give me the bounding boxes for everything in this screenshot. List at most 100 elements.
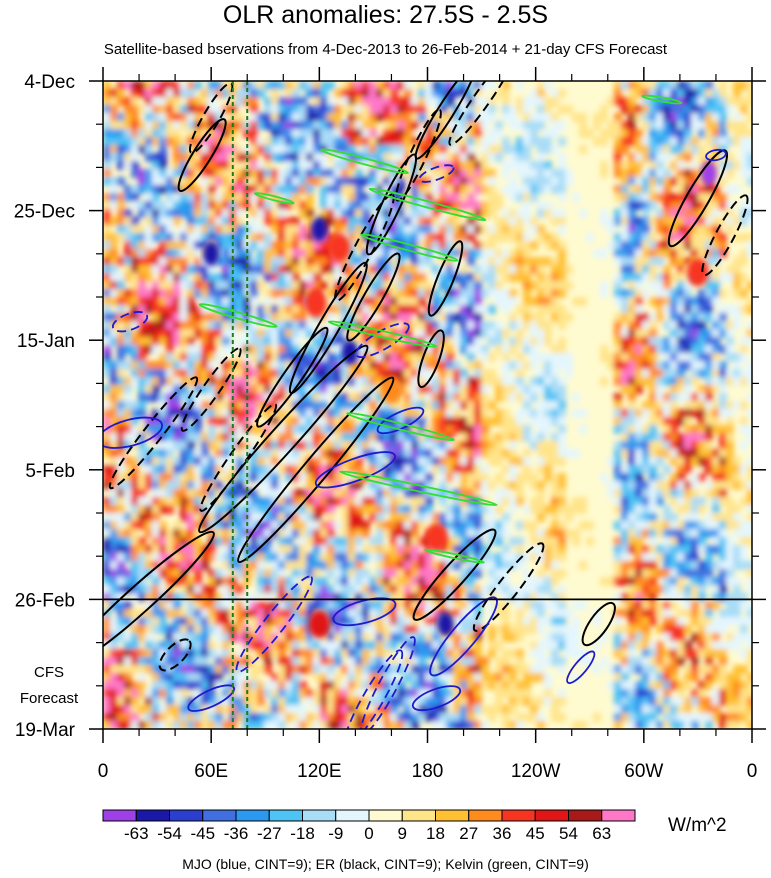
anomaly-cell <box>131 201 139 210</box>
anomaly-cell <box>103 241 111 250</box>
anomaly-cell <box>453 377 461 386</box>
anomaly-cell <box>138 489 146 498</box>
anomaly-cell <box>677 225 685 234</box>
anomaly-cell <box>460 289 468 298</box>
anomaly-cell <box>579 145 587 154</box>
anomaly-cell <box>712 497 720 506</box>
anomaly-cell <box>747 481 752 490</box>
anomaly-cell <box>432 489 440 498</box>
anomaly-cell <box>698 569 706 578</box>
anomaly-cell <box>341 121 349 130</box>
anomaly-cell <box>327 257 335 266</box>
anomaly-cell <box>712 481 720 490</box>
anomaly-cell <box>208 81 216 90</box>
anomaly-cell <box>390 529 398 538</box>
anomaly-cell <box>299 593 307 602</box>
anomaly-cell <box>404 337 412 346</box>
anomaly-cell <box>348 241 356 250</box>
anomaly-cell <box>509 457 517 466</box>
anomaly-cell <box>474 441 482 450</box>
anomaly-cell <box>173 393 181 402</box>
anomaly-cell <box>355 121 363 130</box>
anomaly-cell <box>502 497 510 506</box>
anomaly-cell <box>642 465 650 474</box>
anomaly-cell <box>516 329 524 338</box>
anomaly-cell <box>278 553 286 562</box>
anomaly-cell <box>691 473 699 482</box>
anomaly-cell <box>656 153 664 162</box>
anomaly-cell <box>264 97 272 106</box>
anomaly-cell <box>124 153 132 162</box>
anomaly-cell <box>376 81 384 90</box>
anomaly-cell <box>635 89 643 98</box>
anomaly-cell <box>257 465 265 474</box>
anomaly-cell <box>411 433 419 442</box>
anomaly-cell <box>747 393 752 402</box>
anomaly-cell <box>684 481 692 490</box>
anomaly-cell <box>201 105 209 114</box>
anomaly-cell <box>565 281 573 290</box>
anomaly-cell <box>607 353 615 362</box>
anomaly-cell <box>670 417 678 426</box>
anomaly-cell <box>628 113 636 122</box>
anomaly-cell <box>663 241 671 250</box>
anomaly-cell <box>362 137 370 146</box>
anomaly-cell <box>537 385 545 394</box>
anomaly-cell <box>369 361 377 370</box>
anomaly-cell <box>292 137 300 146</box>
anomaly-cell <box>376 105 384 114</box>
anomaly-cell <box>362 585 370 594</box>
anomaly-cell <box>684 593 692 602</box>
anomaly-cell <box>222 169 230 178</box>
anomaly-cell <box>124 481 132 490</box>
anomaly-cell <box>166 121 174 130</box>
anomaly-cell <box>537 201 545 210</box>
anomaly-cell <box>383 281 391 290</box>
anomaly-cell <box>257 497 265 506</box>
anomaly-cell <box>131 345 139 354</box>
anomaly-cell <box>348 177 356 186</box>
anomaly-cell <box>369 489 377 498</box>
anomaly-cell <box>621 145 629 154</box>
anomaly-cell <box>187 289 195 298</box>
anomaly-cell <box>292 545 300 554</box>
anomaly-cell <box>726 169 734 178</box>
anomaly-cell <box>194 585 202 594</box>
anomaly-cell <box>719 441 727 450</box>
anomaly-cell <box>124 105 132 114</box>
anomaly-cell <box>642 81 650 90</box>
anomaly-cell <box>698 329 706 338</box>
anomaly-cell <box>411 257 419 266</box>
anomaly-cell <box>572 505 580 514</box>
anomaly-cell <box>684 321 692 330</box>
anomaly-cell <box>397 505 405 514</box>
anomaly-cell <box>327 81 335 90</box>
anomaly-cell <box>110 521 118 530</box>
anomaly-cell <box>285 529 293 538</box>
anomaly-cell <box>243 473 251 482</box>
anomaly-cell <box>635 577 643 586</box>
anomaly-cell <box>558 585 566 594</box>
anomaly-cell <box>250 177 258 186</box>
anomaly-cell <box>516 273 524 282</box>
anomaly-cell <box>194 465 202 474</box>
anomaly-cell <box>705 209 713 218</box>
anomaly-cell <box>236 585 244 594</box>
anomaly-cell <box>726 345 734 354</box>
anomaly-cell <box>621 425 629 434</box>
anomaly-cell <box>348 377 356 386</box>
anomaly-cell <box>376 113 384 122</box>
anomaly-cell <box>712 337 720 346</box>
anomaly-cell <box>327 361 335 370</box>
anomaly-cell <box>117 369 125 378</box>
anomaly-cell <box>103 177 111 186</box>
anomaly-cell <box>446 225 454 234</box>
anomaly-cell <box>495 145 503 154</box>
anomaly-cell <box>355 569 363 578</box>
anomaly-cell <box>677 297 685 306</box>
anomaly-cell <box>719 233 727 242</box>
anomaly-cell <box>138 449 146 458</box>
anomaly-cell <box>663 265 671 274</box>
anomaly-cell <box>383 481 391 490</box>
anomaly-cell <box>292 569 300 578</box>
